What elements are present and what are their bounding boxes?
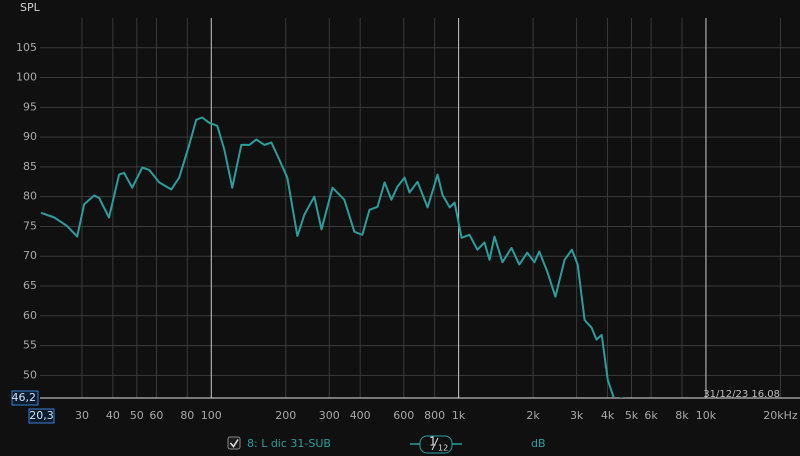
y-min-box: [11, 390, 39, 406]
curves: [40, 116, 625, 398]
y-tick-label: 65: [23, 279, 37, 292]
y-tick-label: 90: [23, 130, 37, 143]
smoothing-denominator: 12: [438, 444, 448, 453]
x-tick-label: 10k: [696, 409, 717, 422]
smoothing-button[interactable]: [419, 435, 453, 454]
y-tick-label: 46,2: [12, 391, 37, 404]
x-tick-label: 800: [424, 409, 445, 422]
y-tick-label: 50: [23, 368, 37, 381]
x-tick-label: 300: [319, 409, 340, 422]
x-tick-label: 50: [130, 409, 144, 422]
x-tick-label: 5k: [625, 409, 639, 422]
x-tick-label: 60: [149, 409, 163, 422]
x-tick-label: 200: [275, 409, 296, 422]
spl-curve: [40, 116, 625, 398]
x-tick-label: 8k: [675, 409, 689, 422]
y-axis-label: SPL: [20, 1, 41, 14]
y-tick-label: 80: [23, 190, 37, 203]
units: dB: [531, 437, 546, 450]
y-tick-label: 100: [16, 71, 37, 84]
x-tick-label: 100: [201, 409, 222, 422]
x-tick-label: 80: [180, 409, 194, 422]
y-tick-label: 95: [23, 100, 37, 113]
x-tick-label: 6k: [644, 409, 658, 422]
y-tick-label: 105: [16, 41, 37, 54]
x-tick-label: 600: [393, 409, 414, 422]
smoothing-slash: [431, 437, 439, 451]
x-tick-label: 30: [75, 409, 89, 422]
x-tick-label: 40: [106, 409, 120, 422]
x-tick-label: 4k: [601, 409, 615, 422]
y-tick-label: 70: [23, 249, 37, 262]
grid: [40, 18, 800, 398]
timestamp: 31/12/23 16.08: [703, 389, 780, 400]
x-min-box: [28, 408, 55, 424]
y-tick-label: 60: [23, 309, 37, 322]
legend-label[interactable]: 8: L dic 31-SUB: [247, 437, 331, 450]
x-tick-label: 1k: [452, 409, 466, 422]
smoothing-numerator: 1: [429, 435, 437, 449]
y-tick-label: 75: [23, 219, 37, 232]
checkmark: [229, 439, 239, 448]
x-tick-label: 20,3: [29, 409, 54, 422]
x-tick-label: 2k: [526, 409, 540, 422]
labels: 46,2 50 55 60 65 70 75 80 85 90 95 100 105 20,3 30 40 50…: [11, 41, 798, 424]
y-tick-label: 55: [23, 339, 37, 352]
x-tick-label: 400: [350, 409, 371, 422]
x-tick-label: 20kHz: [763, 409, 798, 422]
y-tick-label: 85: [23, 160, 37, 173]
x-tick-label: 3k: [570, 409, 584, 422]
